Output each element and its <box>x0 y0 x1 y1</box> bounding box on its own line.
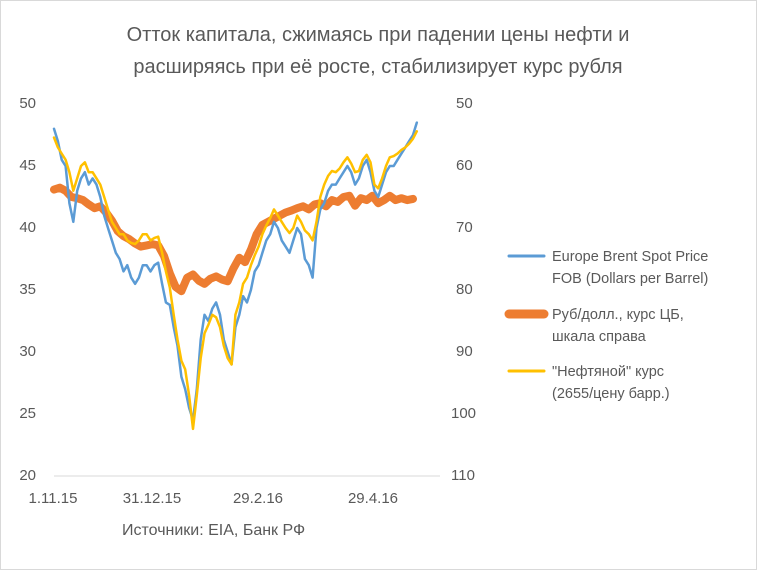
y-left-tick-label: 35 <box>19 281 36 298</box>
y-left-tick-label: 50 <box>19 95 36 112</box>
legend: Europe Brent Spot Price FOB (Dollars per… <box>504 249 708 402</box>
x-ticks: 1.11.15 31.12.15 29.2.16 29.4.16 <box>29 490 398 507</box>
chart-title-line-1: Отток капитала, сжимаясь при падении цен… <box>127 24 630 46</box>
y-left-ticks: 50 45 40 35 30 25 20 <box>19 95 36 484</box>
y-right-tick-label: 70 <box>456 219 473 236</box>
x-tick-label: 29.2.16 <box>233 490 283 507</box>
y-right-tick-label: 90 <box>456 343 473 360</box>
series-line-oil-rate <box>52 130 419 431</box>
x-tick-label: 1.11.15 <box>29 490 78 507</box>
y-right-tick-label: 110 <box>451 467 475 484</box>
y-right-tick-label: 50 <box>456 95 473 112</box>
y-left-tick-label: 20 <box>19 467 36 484</box>
legend-label-rub-line-1: Руб/долл., курс ЦБ, <box>552 307 684 323</box>
x-tick-label: 29.4.16 <box>348 490 398 507</box>
y-left-tick-label: 40 <box>19 219 36 236</box>
y-right-tick-label: 60 <box>456 157 473 174</box>
legend-label-brent-line-1: Europe Brent Spot Price <box>552 249 708 265</box>
y-right-ticks: 50 60 70 80 90 100 110 <box>451 95 476 484</box>
y-left-tick-label: 25 <box>19 405 36 422</box>
series-layer <box>50 121 419 431</box>
y-left-tick-label: 30 <box>19 343 36 360</box>
legend-label-brent-line-2: FOB (Dollars per Barrel) <box>552 271 708 287</box>
legend-label-oil-rate-line-2: (2655/цену барр.) <box>552 386 670 402</box>
legend-label-rub-line-2: шкала справа <box>552 329 647 345</box>
chart-title: Отток капитала, сжимаясь при падении цен… <box>127 24 630 78</box>
x-tick-label: 31.12.15 <box>123 490 181 507</box>
legend-label-oil-rate-line-1: "Нефтяной" курс <box>552 364 664 380</box>
y-right-tick-label: 100 <box>451 405 476 422</box>
source-note: Источники: EIA, Банк РФ <box>122 522 305 539</box>
y-left-tick-label: 45 <box>19 157 36 174</box>
y-right-tick-label: 80 <box>456 281 473 298</box>
chart-title-line-2: расширяясь при её росте, стабилизирует к… <box>133 56 622 78</box>
series-line-rub <box>50 183 417 296</box>
